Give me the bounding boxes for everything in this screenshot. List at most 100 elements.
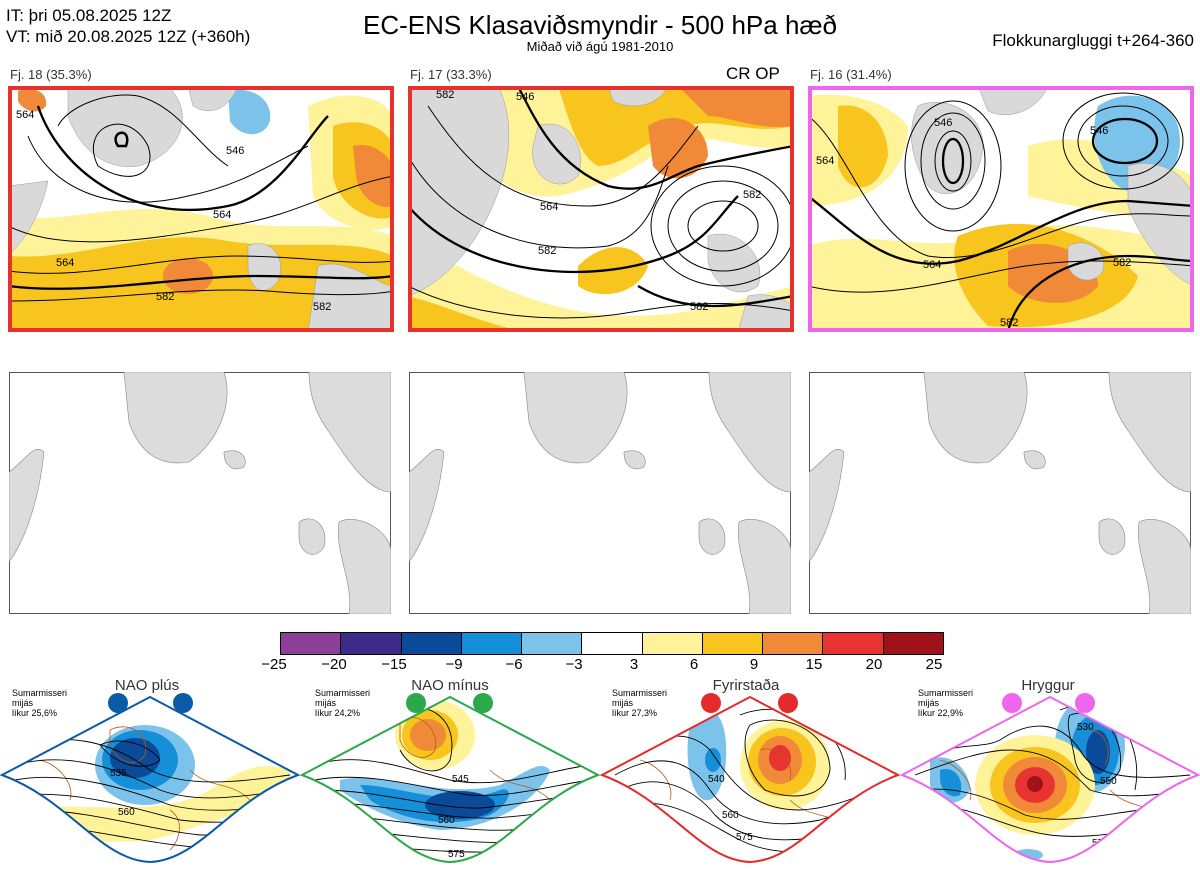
regime-4-title: Hryggur bbox=[1021, 677, 1075, 694]
colorbar-swatch bbox=[281, 633, 342, 654]
colorbar-tick: 20 bbox=[865, 656, 883, 673]
regime-4-contour-label: 550 bbox=[1100, 776, 1117, 787]
cluster-1-contour-label: 582 bbox=[313, 301, 331, 313]
regime-note-line: líkur 25,6% bbox=[12, 708, 58, 718]
cluster-3-contour-label: 582 bbox=[1000, 317, 1018, 329]
colorbar-swatch bbox=[823, 633, 884, 654]
classification-window: Flokkunargluggi t+264-360 bbox=[992, 31, 1194, 50]
blank-map-3 bbox=[809, 372, 1191, 614]
regime-3-contour-label: 540 bbox=[708, 774, 725, 785]
cluster-2-frame bbox=[408, 86, 794, 332]
colorbar-tick: −6 bbox=[505, 656, 523, 673]
colorbar-tick: 9 bbox=[749, 656, 759, 673]
regime-note-line: Sumarmisseri bbox=[12, 688, 68, 698]
colorbar-tick: 6 bbox=[689, 656, 699, 673]
colorbar-swatch bbox=[702, 633, 764, 654]
regime-2-title: NAO mínus bbox=[411, 677, 489, 694]
regime-4-note: Sumarmisseri mijás líkur 22,9% bbox=[918, 688, 973, 718]
regime-note-line: Sumarmisseri bbox=[918, 688, 974, 698]
regime-note-line: Sumarmisseri bbox=[315, 688, 371, 698]
regime-4-marker bbox=[1002, 693, 1022, 713]
colorbar-tick: 25 bbox=[925, 656, 943, 673]
cluster-2-contour-label: 564 bbox=[540, 201, 558, 213]
regime-1-note: Sumarmisseri mijás líkur 25,6% bbox=[12, 688, 67, 718]
regime-1-contour-label: 535 bbox=[110, 768, 127, 779]
regime-4-contour-label: 530 bbox=[1077, 722, 1094, 733]
colorbar-tick: −15 bbox=[381, 656, 407, 673]
initial-time: IT: þri 05.08.2025 12Z bbox=[6, 6, 172, 25]
page-title: EC-ENS Klasaviðsmyndir - 500 hPa hæð bbox=[363, 10, 837, 40]
regime-note-line: mijás bbox=[918, 698, 940, 708]
colorbar bbox=[280, 632, 944, 655]
regime-1-title: NAO plús bbox=[114, 677, 180, 694]
regime-2-contour-label: 545 bbox=[452, 774, 469, 785]
regime-3-title: Fyrirstaða bbox=[712, 677, 780, 694]
regime-2-contour-label: 575 bbox=[448, 849, 465, 860]
cluster-2-label: Fj. 17 (33.3%) bbox=[410, 67, 492, 82]
page-subtitle: Miðað við ágú 1981-2010 bbox=[526, 39, 674, 54]
cluster-1-label: Fj. 18 (35.3%) bbox=[10, 67, 92, 82]
header-times: IT: þri 05.08.2025 12Z VT: mið 20.08.202… bbox=[6, 5, 250, 47]
regime-1-contour-label: 560 bbox=[118, 807, 135, 818]
cluster-2-contour-label: 582 bbox=[538, 245, 556, 257]
regime-note-line: líkur 27,3% bbox=[612, 708, 658, 718]
cluster-3-contour-label: 582 bbox=[1113, 257, 1131, 269]
regime-note-line: mijás bbox=[612, 698, 634, 708]
regime-note-line: mijás bbox=[315, 698, 337, 708]
cluster-map-2: 582 546 564 582 582 582 bbox=[408, 86, 794, 332]
colorbar-swatch bbox=[763, 633, 824, 654]
regime-3-contour-label: 575 bbox=[736, 832, 753, 843]
regime-note-line: Sumarmisseri bbox=[612, 688, 668, 698]
cluster-2-contour-label: 546 bbox=[516, 91, 534, 103]
regime-map-ridge: 530 550 575 bbox=[900, 693, 1200, 864]
colorbar-swatch bbox=[642, 633, 703, 654]
regime-3-marker bbox=[701, 693, 721, 713]
regime-2-note: Sumarmisseri mijás líkur 24,2% bbox=[315, 688, 370, 718]
regime-2-marker bbox=[473, 693, 493, 713]
regime-2-contour-label: 560 bbox=[438, 815, 455, 826]
cluster-1-contour-label: 564 bbox=[213, 209, 231, 221]
regime-4-marker bbox=[1075, 693, 1095, 713]
regime-3-marker bbox=[778, 693, 798, 713]
colorbar-tick: 15 bbox=[805, 656, 823, 673]
colorbar-tick: 3 bbox=[629, 656, 639, 673]
regime-3-contour-label: 560 bbox=[722, 810, 739, 821]
cluster-3-contour-label: 564 bbox=[816, 155, 834, 167]
cluster-1-contour-label: 546 bbox=[226, 145, 244, 157]
cluster-map-1: 564 546 564 564 582 582 bbox=[8, 86, 394, 332]
regime-map-blocking: 540 560 575 bbox=[600, 693, 900, 864]
cluster-map-3: 546 546 564 564 582 582 bbox=[808, 86, 1194, 332]
colorbar-swatch bbox=[883, 633, 943, 654]
colorbar-tick: −3 bbox=[565, 656, 583, 673]
blank-map-1 bbox=[9, 372, 391, 614]
colorbar-tick: −9 bbox=[445, 656, 463, 673]
regime-map-nao-minus: 545 560 575 bbox=[300, 693, 600, 864]
colorbar-tick: −25 bbox=[261, 656, 287, 673]
blank-map-2 bbox=[409, 372, 791, 614]
regime-1-marker bbox=[173, 693, 193, 713]
regime-note-line: mijás bbox=[12, 698, 34, 708]
colorbar-swatch bbox=[401, 633, 462, 654]
regime-map-nao-plus: 535 560 bbox=[0, 693, 300, 864]
cluster-2-contour-label: 582 bbox=[436, 89, 454, 101]
cluster-3-frame bbox=[808, 86, 1194, 332]
colorbar-tick: −20 bbox=[321, 656, 347, 673]
colorbar-swatch bbox=[461, 633, 523, 654]
cluster-3-label: Fj. 16 (31.4%) bbox=[810, 67, 892, 82]
regime-3-note: Sumarmisseri mijás líkur 27,3% bbox=[612, 688, 667, 718]
cluster-1-contour-label: 582 bbox=[156, 291, 174, 303]
cluster-3-contour-label: 546 bbox=[934, 117, 952, 129]
cluster-1-contour-label: 564 bbox=[16, 109, 34, 121]
colorbar-swatch bbox=[582, 633, 643, 654]
cluster-1-contour-label: 564 bbox=[56, 257, 74, 269]
regime-1-marker bbox=[108, 693, 128, 713]
regime-2-marker bbox=[406, 693, 426, 713]
cluster-3-contour-label: 546 bbox=[1090, 125, 1108, 137]
colorbar-swatch bbox=[522, 633, 583, 654]
valid-time: VT: mið 20.08.2025 12Z (+360h) bbox=[6, 27, 251, 46]
regime-note-line: líkur 22,9% bbox=[918, 708, 964, 718]
colorbar-swatch bbox=[341, 633, 402, 654]
cluster-3-contour-label: 564 bbox=[923, 259, 941, 271]
cluster-2-contour-label: 582 bbox=[690, 301, 708, 313]
cluster-2-tag: CR OP bbox=[726, 64, 780, 83]
